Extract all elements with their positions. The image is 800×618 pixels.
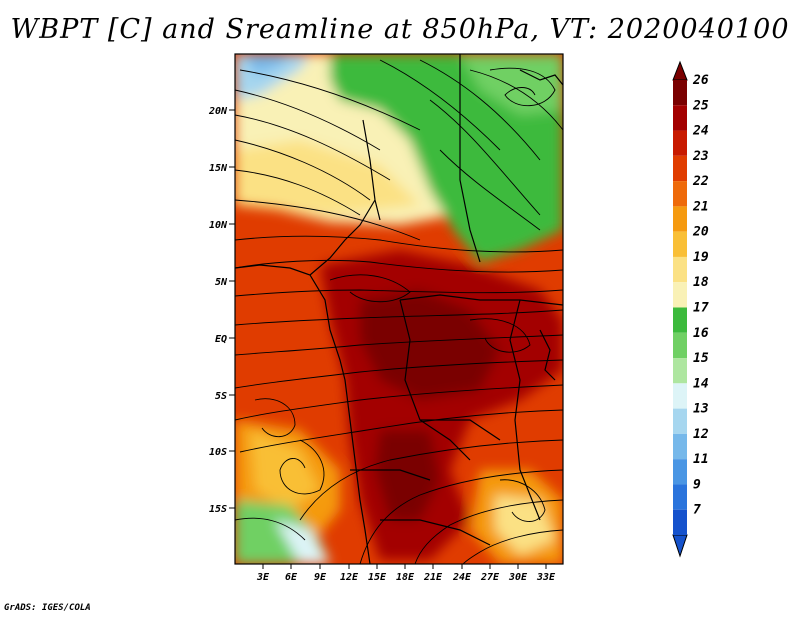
colorbar-swatch <box>673 130 687 156</box>
colorbar-label: 18 <box>693 275 709 290</box>
lon-label: 12E <box>340 572 359 583</box>
boundaries <box>235 54 563 564</box>
colorbar-label: 19 <box>693 250 709 265</box>
lat-label: 10S <box>209 447 227 458</box>
colorbar-swatch <box>673 332 687 359</box>
lat-label: 15S <box>209 504 227 515</box>
colorbar-label: 15 <box>693 351 709 366</box>
lat-label: 10N <box>209 220 228 231</box>
lon-label: 9E <box>314 572 327 583</box>
lon-label: 3E <box>256 572 270 583</box>
temperature-field <box>235 54 563 564</box>
colorbar-swatch <box>673 80 687 106</box>
colorbar-swatch <box>673 358 687 384</box>
colorbar-label: 20 <box>692 225 709 240</box>
colorbar-label: 12 <box>693 427 709 442</box>
colorbar-swatch <box>673 206 687 232</box>
colorbar-label: 14 <box>693 376 709 391</box>
lat-label: 5S <box>215 391 227 402</box>
lat-label: 15N <box>209 163 228 174</box>
colorbar-swatch <box>673 105 687 131</box>
colorbar-swatch <box>673 408 687 434</box>
streamlines <box>235 59 563 564</box>
lon-label: 6E <box>285 572 298 583</box>
colorbar-label: 25 <box>692 98 709 113</box>
colorbar-label: 22 <box>692 174 709 189</box>
colorbar: 26 25 24 23 22 21 20 19 18 17 16 15 14 13 12 11 9 7 <box>672 60 709 558</box>
colorbar-label: 26 <box>692 73 709 88</box>
colorbar-label: 9 <box>693 477 701 492</box>
colorbar-bottom-arrow <box>672 534 688 558</box>
colorbar-top-arrow <box>672 60 688 81</box>
lon-label: 18E <box>396 572 415 583</box>
lon-label: 33E <box>536 572 556 583</box>
grads-credit: GrADS: IGES/COLA <box>4 603 91 613</box>
lon-label: 21E <box>423 572 443 583</box>
colorbar-label: 23 <box>692 149 709 164</box>
lat-label: 5N <box>215 277 228 288</box>
colorbar-label: 11 <box>693 452 709 467</box>
lon-label: 27E <box>480 572 500 583</box>
colorbar-swatch <box>673 181 687 207</box>
lon-label: 24E <box>452 572 472 583</box>
colorbar-label: 16 <box>693 326 709 341</box>
lon-label: 15E <box>368 572 387 583</box>
colorbar-swatch <box>673 155 687 182</box>
lat-label: EQ <box>215 334 227 345</box>
lat-label: 20N <box>208 106 228 117</box>
colorbar-swatch <box>673 256 687 283</box>
colorbar-swatch <box>673 383 687 409</box>
latitude-axis: 20N 15N 10N 5N EQ 5S 10S 15S <box>208 106 235 515</box>
colorbar-swatch <box>673 484 687 510</box>
colorbar-swatch <box>673 459 687 485</box>
colorbar-swatch <box>673 307 687 333</box>
colorbar-swatch <box>673 282 687 308</box>
colorbar-label: 21 <box>692 199 709 214</box>
colorbar-label: 24 <box>692 124 709 139</box>
map-frame <box>234 53 564 565</box>
chart-title: WBPT [C] and Sreamline at 850hPa, VT: 20… <box>10 14 790 45</box>
colorbar-swatch <box>673 509 687 535</box>
lon-label: 30E <box>508 572 528 583</box>
colorbar-label: 7 <box>693 503 701 518</box>
longitude-axis: 3E 6E 9E 12E 15E 18E 21E 24E 27E 30E 33E <box>256 564 556 583</box>
colorbar-swatch <box>673 433 687 460</box>
colorbar-swatch <box>673 231 687 257</box>
colorbar-label: 13 <box>693 402 709 417</box>
colorbar-label: 17 <box>693 301 709 316</box>
